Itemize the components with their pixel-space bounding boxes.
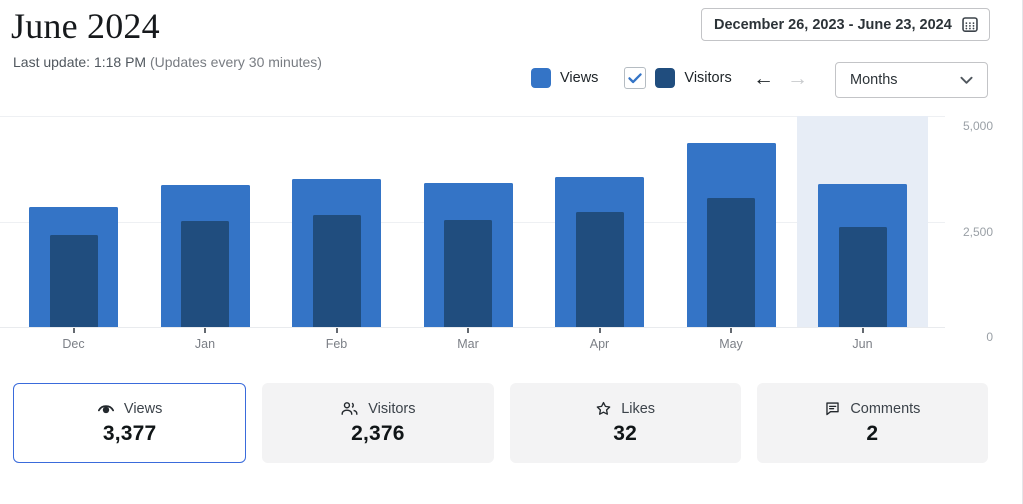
date-range-picker[interactable]: December 26, 2023 - June 23, 2024 — [701, 8, 990, 41]
date-range-label: December 26, 2023 - June 23, 2024 — [714, 16, 952, 33]
period-navigation: ← → — [753, 64, 808, 94]
visitors-bar-dec[interactable] — [49, 235, 98, 327]
card-label-row: Likes — [595, 400, 655, 417]
x-axis-tick — [598, 328, 601, 333]
interval-dropdown-value: Months — [850, 72, 898, 88]
x-axis-tick — [467, 328, 469, 333]
star-icon — [595, 400, 612, 417]
visitors-bar-feb[interactable] — [312, 215, 361, 327]
y-axis-label: 0 — [986, 330, 993, 344]
x-axis-label-feb: Feb — [325, 337, 348, 351]
page-title: June 2024 — [11, 6, 160, 46]
views-legend-swatch — [531, 68, 551, 88]
visitors-bar-may[interactable] — [707, 197, 755, 327]
card-value: 2,376 — [351, 421, 405, 445]
card-label: Likes — [621, 400, 656, 417]
x-axis-label-jan: Jan — [194, 337, 216, 351]
y-axis-label: 5,000 — [962, 119, 993, 133]
card-value: 32 — [613, 422, 637, 445]
x-axis-label-dec: Dec — [62, 337, 85, 351]
x-axis-tick — [204, 328, 206, 333]
calendar-icon — [960, 15, 980, 34]
x-axis-tick — [72, 328, 75, 333]
eye-icon — [97, 402, 115, 415]
chart-legend: Views Visitors — [531, 67, 732, 89]
summary-card-likes[interactable]: Likes 32 — [509, 383, 741, 463]
card-label: Visitors — [368, 400, 416, 417]
card-value: 3,377 — [102, 421, 157, 445]
x-axis-label-mar: Mar — [457, 337, 479, 351]
x-axis-tick — [730, 328, 732, 333]
summary-card-visitors[interactable]: Visitors 2,376 — [262, 383, 494, 463]
y-axis-label: 2,500 — [962, 224, 993, 239]
previous-period-arrow[interactable]: ← — [753, 67, 774, 90]
summary-card-views[interactable]: Views 3,377 — [13, 383, 247, 463]
x-axis-tick — [335, 328, 338, 333]
x-axis-label-jun: Jun — [852, 337, 873, 351]
people-icon — [340, 401, 359, 416]
visitors-bar-mar[interactable] — [444, 219, 492, 327]
visitors-bar-jan[interactable] — [181, 221, 229, 327]
views-visitors-bar-chart: 0 2,500 5,000 Dec Jan Feb Mar Apr May Jun — [0, 105, 1022, 360]
last-update-time: Last update: 1:18 PM — [13, 54, 147, 70]
y-axis: 0 2,500 5,000 — [945, 105, 993, 345]
summary-card-comments[interactable]: Comments 2 — [756, 383, 988, 463]
x-axis-label-may: May — [719, 337, 743, 351]
card-label: Comments — [850, 400, 921, 417]
visitors-checkbox[interactable] — [624, 67, 647, 89]
visitors-legend-swatch — [655, 68, 676, 88]
gridline — [0, 327, 945, 328]
card-label-row: Comments — [824, 400, 920, 417]
views-legend-label: Views — [560, 70, 599, 86]
interval-dropdown[interactable]: Months — [835, 62, 988, 98]
chart-plot-area — [0, 105, 945, 333]
gridline — [0, 116, 945, 117]
last-update-text: Last update: 1:18 PM (Updates every 30 m… — [13, 54, 322, 70]
card-label: Views — [123, 400, 163, 417]
x-axis-label-apr: Apr — [589, 337, 610, 351]
visitors-bar-jun[interactable] — [838, 226, 887, 327]
comment-icon — [824, 400, 841, 417]
card-value: 2 — [866, 422, 879, 445]
x-axis-tick — [861, 328, 864, 333]
chevron-down-icon — [960, 76, 973, 85]
next-period-arrow[interactable]: → — [787, 67, 808, 90]
visitors-legend-label: Visitors — [684, 70, 732, 86]
update-frequency-note: (Updates every 30 minutes) — [149, 54, 322, 70]
summary-cards: Views 3,377 Visitors 2,376 Likes 32 Comments 2 — [13, 383, 988, 463]
card-label-row: Visitors — [340, 400, 416, 417]
card-label-row: Views — [97, 401, 162, 417]
visitors-bar-apr[interactable] — [575, 212, 624, 327]
